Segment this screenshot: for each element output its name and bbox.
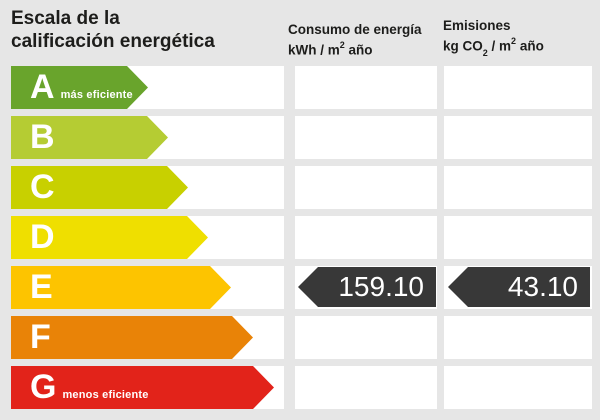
emisiones-cell bbox=[444, 366, 592, 409]
unit-text: / m bbox=[487, 38, 512, 54]
title-line-1: Escala de la bbox=[11, 8, 120, 29]
rating-bar-a: A más eficiente bbox=[11, 66, 148, 109]
emisiones-cell bbox=[444, 316, 592, 359]
rating-letter: B bbox=[30, 118, 55, 156]
rating-bar-f: F bbox=[11, 316, 253, 359]
consumo-cell bbox=[295, 116, 437, 159]
rating-note: más eficiente bbox=[60, 89, 133, 101]
scale-row-a: A más eficiente bbox=[0, 66, 600, 109]
column-header-emisiones: Emisiones kg CO2 / m2 año bbox=[443, 16, 544, 59]
rating-bar-g: G menos eficiente bbox=[11, 366, 274, 409]
rating-letter: F bbox=[30, 318, 51, 356]
column-header-consumo: Consumo de energía kWh / m2 año bbox=[288, 20, 422, 61]
rating-bar-c: C bbox=[11, 166, 188, 209]
unit-text: kWh / m bbox=[288, 42, 340, 58]
consumo-cell bbox=[295, 166, 437, 209]
scale-row-c: C bbox=[0, 166, 600, 209]
consumo-value-badge: 159.10 bbox=[298, 267, 436, 307]
scale-row-b: B bbox=[0, 116, 600, 159]
unit-text: kg CO bbox=[443, 38, 483, 54]
rating-note: menos eficiente bbox=[62, 389, 149, 401]
unit-subscript: 2 bbox=[482, 48, 488, 59]
unit-text: año bbox=[344, 42, 373, 58]
consumo-cell bbox=[295, 366, 437, 409]
consumo-header-title: Consumo de energía bbox=[288, 22, 422, 37]
rating-bar-e: E bbox=[11, 266, 231, 309]
rating-letter: G bbox=[30, 368, 57, 406]
consumo-cell bbox=[295, 66, 437, 109]
emisiones-value-badge: 43.10 bbox=[448, 267, 590, 307]
consumo-header-unit: kWh / m2 año bbox=[288, 40, 422, 61]
emisiones-cell bbox=[444, 66, 592, 109]
scale-row-e: E 159.10 43.10 bbox=[0, 266, 600, 309]
title-line-2: calificación energética bbox=[11, 30, 215, 52]
unit-superscript: 2 bbox=[511, 36, 517, 47]
emisiones-cell bbox=[444, 166, 592, 209]
scale-row-d: D bbox=[0, 216, 600, 259]
scale-row-f: F bbox=[0, 316, 600, 359]
rating-letter: D bbox=[30, 218, 55, 256]
rating-letter: A bbox=[30, 68, 55, 106]
unit-superscript: 2 bbox=[339, 40, 345, 51]
page-title: Escala de la calificación energética bbox=[11, 8, 215, 54]
consumo-cell bbox=[295, 216, 437, 259]
unit-text: año bbox=[516, 38, 544, 54]
rating-letter: E bbox=[30, 268, 53, 306]
rating-letter: C bbox=[30, 168, 55, 206]
emisiones-header-title: Emisiones bbox=[443, 18, 511, 33]
emisiones-cell bbox=[444, 216, 592, 259]
emisiones-header-unit: kg CO2 / m2 año bbox=[443, 36, 544, 59]
emisiones-cell bbox=[444, 116, 592, 159]
consumo-cell bbox=[295, 316, 437, 359]
scale-row-g: G menos eficiente bbox=[0, 366, 600, 409]
rating-bar-b: B bbox=[11, 116, 168, 159]
rating-bar-d: D bbox=[11, 216, 208, 259]
